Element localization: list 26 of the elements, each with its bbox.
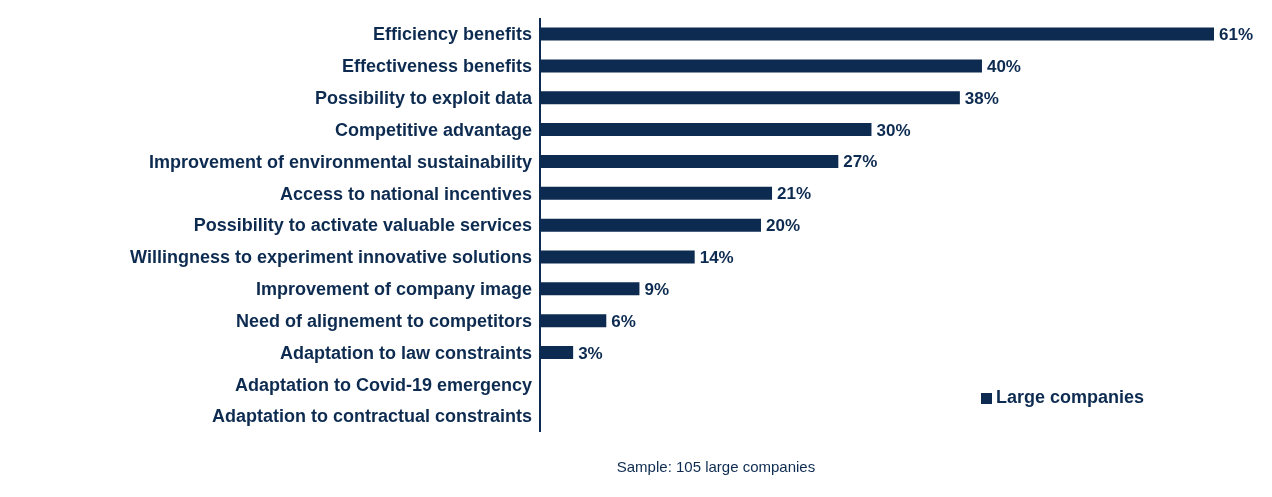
- y-tick-label: Possibility to activate valuable services: [193, 215, 532, 236]
- text: Sample: 105 large companies: [615, 458, 817, 475]
- y-tick-label: Improvement of environmental sustainability: [148, 151, 532, 172]
- y-tick-label: Possibility to exploit data: [314, 88, 533, 109]
- y-tick-label: Access to national incentives: [279, 183, 532, 204]
- y-tick-label: Efficiency benefits: [372, 24, 532, 45]
- y-tick-label: Adaptation to Covid-19 emergency: [234, 374, 532, 395]
- data-label: 14%: [699, 248, 734, 268]
- y-tick-label: Need of alignement to competitors: [235, 310, 532, 331]
- data-label: 20%: [765, 216, 801, 236]
- y-tick-label: Adaptation to contractual constraints: [211, 406, 532, 427]
- y-tick-label: Improvement of company image: [255, 279, 532, 300]
- y-tick-label: Willingness to experiment innovative solutions: [130, 247, 532, 268]
- data-label: 6%: [611, 311, 636, 331]
- data-label: 61%: [1219, 25, 1254, 45]
- data-label: 40%: [986, 56, 1021, 76]
- data-label: 27%: [843, 152, 878, 172]
- data-label: 9%: [644, 279, 670, 299]
- y-tick-label: Competitive advantage: [334, 119, 532, 140]
- data-label: 21%: [777, 184, 812, 204]
- data-label: 3%: [578, 343, 603, 363]
- y-tick-label: Effectiveness benefits: [341, 56, 532, 77]
- data-label: 38%: [964, 88, 999, 108]
- data-label: 30%: [876, 120, 911, 140]
- legend-label: Large companies: [995, 387, 1144, 407]
- y-tick-label: Adaptation to law constraints: [279, 342, 532, 363]
